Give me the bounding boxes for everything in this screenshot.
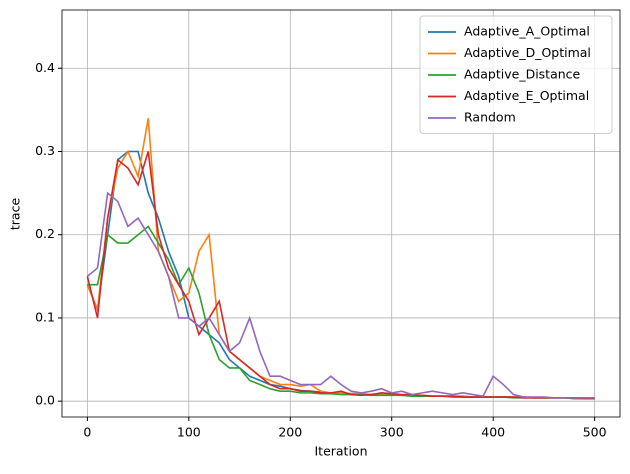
x-axis-label: Iteration [314,444,367,459]
y-tick-label: 0.1 [35,309,55,324]
legend-box [419,15,613,134]
x-tick-label: 500 [583,425,607,440]
legend-label: Adaptive_E_Optimal [464,88,589,103]
series-line [86,150,595,400]
x-tick-label: 300 [380,425,404,440]
y-tick-label: 0.3 [35,143,55,158]
x-tick-label: 400 [481,425,505,440]
x-tick-label: 100 [177,425,201,440]
series-line [86,191,595,399]
series-line [86,118,595,400]
plot-frame [61,9,621,418]
legend-label: Adaptive_A_Optimal [464,24,590,39]
x-tick-label: 0 [83,425,91,440]
x-tick-label: 200 [278,425,302,440]
legend: Adaptive_A_Optimal Adaptive_D_Optimal Adap… [419,15,613,134]
legend-label: Adaptive_Distance [464,67,581,82]
series-line [86,151,595,400]
y-tick-label: 0.4 [35,60,55,75]
legend-label: Random [464,110,516,125]
y-tick-label: 0.0 [35,393,55,408]
legend-label: Adaptive_D_Optimal [464,45,591,60]
y-tick-label: 0.2 [35,226,55,241]
y-axis-label: trace [8,198,23,231]
